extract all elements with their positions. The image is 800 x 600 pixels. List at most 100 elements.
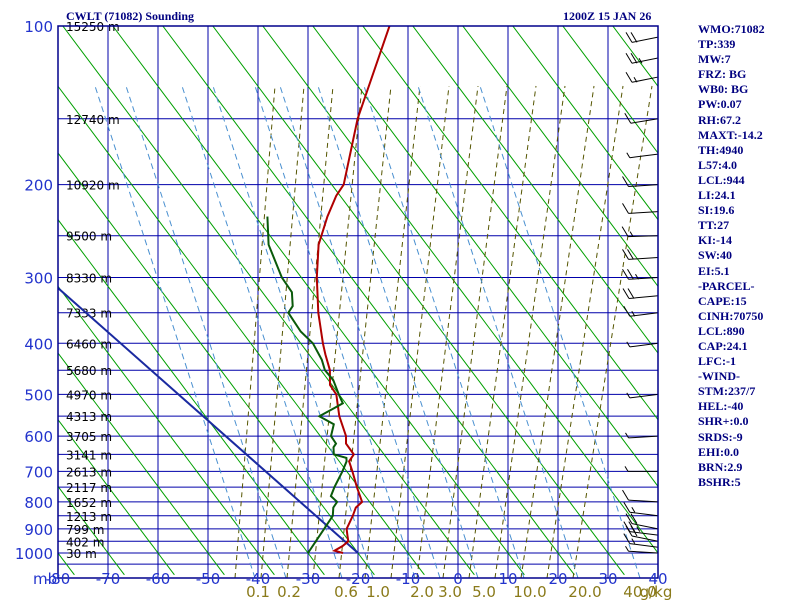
wind-barb-half [625,545,629,552]
stat-item: -WIND- [698,369,740,384]
pressure-tick-label: 200 [24,177,53,195]
moist-adiabat-line [494,85,566,578]
dry-adiabat-line [58,152,375,576]
moist-adiabat-line [364,85,421,578]
height-label: 799 m [66,523,104,537]
wind-barb-flag [622,249,629,260]
stat-item: LCL:890 [698,323,745,338]
mixing-ratio-line [94,85,256,578]
wind-barb-half [629,231,634,237]
stat-item: CAPE:15 [698,293,747,308]
pressure-tick-label: 300 [24,269,53,287]
height-label: 2117 m [66,481,112,495]
pressure-axis-labels: 100 200 300 400 500 600 700 800 900 1000 mb [15,18,57,588]
height-label: 6460 m [66,337,112,351]
temperature-tick-label: -20 [346,570,371,588]
moist-adiabat-line [416,85,479,578]
stat-item: -PARCEL- [698,278,755,293]
wind-barb-flag [622,203,629,214]
height-label: 9500 m [66,230,112,244]
mixing-ratio-line [363,85,525,578]
mixing-ratio-label: 3.0 [438,583,462,600]
stat-item: HEL:-40 [698,399,744,414]
temperature-tick-label: -60 [146,570,171,588]
wind-barb [628,499,659,503]
dewpoint-profile [266,216,348,554]
height-label: 3705 m [66,430,112,444]
stat-item: LFC:-1 [698,354,736,369]
background-grid [58,26,658,578]
mixing-ratio-line [279,85,441,578]
stat-item: PW:0.07 [698,97,742,112]
stat-item: STM:237/7 [698,384,756,399]
mixing-ratio-line [212,85,374,578]
mixing-ratio-label: g/kg [640,583,673,600]
temperature-profile [315,26,391,554]
wind-barb-half [626,152,631,158]
dry-adiabat-line [162,26,575,576]
stat-item: TP:339 [698,37,736,52]
dry-adiabat-line [112,26,525,576]
wind-barb-half [633,77,638,83]
wind-barb-flag [625,32,633,43]
stat-item: SW:40 [698,248,733,263]
pressure-tick-label: 600 [24,428,53,446]
stat-item: CINH:70750 [698,308,764,323]
plot-frame [57,25,659,579]
temperature-tick-label: 40 [648,570,667,588]
height-label: 402 m [66,535,104,549]
pressure-tick-label: 800 [24,494,53,512]
moist-adiabat-line [520,85,595,578]
wind-barb-flag [625,513,633,524]
height-label: 7333 m [66,307,112,321]
stat-item: CAP:24.1 [698,338,748,353]
moist-adiabat-line [390,85,450,578]
wind-barb [629,153,659,159]
wind-barb [628,550,659,554]
wind-barb [629,342,659,348]
moist-adiabat-line [338,85,392,578]
moist-adiabat-line [286,85,334,578]
stat-item: BSHR:5 [698,474,741,489]
wind-barb-flag [625,52,633,64]
mixing-ratio-label: 20.0 [568,583,601,600]
stat-item: LI:24.1 [698,188,736,203]
stat-item: WB0: BG [698,82,749,97]
mixing-ratio-label: 10.0 [513,583,546,600]
moist-adiabat-line [312,85,363,578]
height-labels: 15250 m 12740 m 10920 m 9500 m 8330 m 7333 m 6… [66,20,120,561]
height-label: 2613 m [66,465,112,479]
temperature-tick-label: -30 [296,570,321,588]
dry-adiabats [58,26,800,576]
pressure-unit-label: mb [33,570,57,588]
height-label: 15250 m [66,20,120,34]
stat-item: TT:27 [698,218,730,233]
temperature-tick-label: 30 [598,570,617,588]
wind-barb-flag [630,513,638,524]
wind-barb-half [625,432,629,439]
moist-adiabats [234,85,653,578]
wind-barb-half [626,341,631,348]
stat-item: LCL:944 [698,172,745,187]
dry-adiabat-line [412,26,658,354]
wind-barb-flag [627,269,634,280]
pressure-tick-label: 400 [24,335,53,353]
dry-adiabat-line [763,26,800,575]
stat-item: TH:4940 [698,142,744,157]
dry-adiabat-line [362,26,658,421]
moist-adiabat-line [468,85,537,578]
height-label: 30 m [66,547,97,561]
moist-adiabat-line [260,85,305,578]
wind-barb-flag [622,176,629,187]
wind-barb-half [638,57,643,64]
moist-adiabat-line [572,85,653,578]
wind-barb-flag [627,249,634,260]
height-label: 10920 m [66,179,120,193]
plot-border [57,25,659,579]
wind-barb-half [635,274,639,280]
wind-barb [629,543,659,548]
temperature-tick-label: -70 [96,570,121,588]
temperature-tick-label: -40 [246,570,271,588]
temperature-tick-label: -80 [46,570,71,588]
wind-barb-flag [622,288,630,299]
